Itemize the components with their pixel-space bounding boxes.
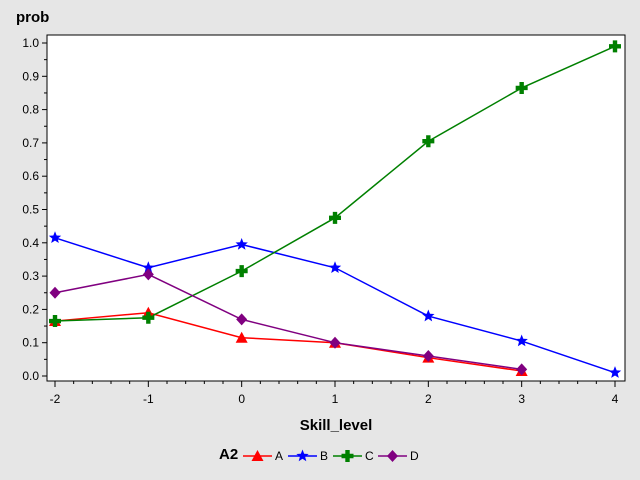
data-point-d (516, 363, 528, 376)
x-tick-label: -1 (143, 392, 154, 406)
y-tick-label: 0.3 (22, 269, 39, 283)
x-axis-title: Skill_level (300, 417, 373, 434)
series-line-a (54, 311, 522, 372)
y-tick-label: 0.6 (22, 169, 39, 183)
legend-label-a: A (275, 449, 283, 463)
data-point-d (142, 268, 154, 281)
x-tick-label: -2 (50, 392, 61, 406)
data-point-d (422, 350, 434, 363)
plot-area (46, 34, 626, 382)
data-point-d (236, 313, 248, 326)
data-point-b (235, 237, 248, 250)
legend-marker-d (387, 450, 398, 462)
legend-label-c: C (365, 449, 374, 463)
y-tick-label: 1.0 (22, 36, 39, 50)
x-tick-label: 0 (238, 392, 245, 406)
data-point-c (609, 40, 621, 53)
data-point-c (422, 135, 435, 148)
legend-label-d: D (410, 449, 419, 463)
series-line-d (54, 273, 522, 371)
data-point-a (235, 331, 248, 343)
x-tick-label: 4 (612, 392, 619, 406)
legend-marker-c (341, 450, 354, 462)
data-point-d (49, 286, 61, 299)
x-axis: -2 -1 0 1 2 3 4 (50, 381, 619, 406)
legend-label-b: B (320, 449, 328, 463)
x-tick-label: 3 (518, 392, 525, 406)
data-point-c (329, 211, 341, 224)
y-axis: 0.0 0.1 0.2 0.3 0.4 0.5 0.6 0.7 0.8 0.9 1.0 (22, 36, 47, 383)
legend-marker-b (296, 449, 309, 462)
x-tick-label: 1 (332, 392, 339, 406)
y-tick-label: 0.9 (22, 69, 39, 83)
data-point-c (235, 265, 248, 278)
y-tick-label: 0.7 (22, 136, 39, 150)
data-point-b (142, 261, 155, 274)
y-axis-title: prob (16, 9, 49, 26)
series-markers (48, 40, 622, 378)
data-point-c (515, 81, 528, 94)
y-tick-label: 0.4 (22, 236, 39, 250)
data-point-c (49, 315, 61, 328)
y-tick-label: 0.1 (22, 336, 39, 350)
legend-marker-a (251, 450, 264, 461)
x-tick-label: 2 (425, 392, 432, 406)
legend: A2 A B C D (219, 446, 419, 463)
data-point-b (48, 231, 62, 244)
y-tick-label: 0.5 (22, 203, 39, 217)
data-point-b (328, 261, 342, 274)
y-tick-label: 0.2 (22, 302, 39, 316)
legend-title: A2 (219, 446, 238, 463)
data-point-b (608, 366, 622, 378)
data-point-c (142, 311, 155, 324)
y-tick-label: 0.0 (22, 369, 39, 383)
data-point-b (515, 334, 528, 347)
y-tick-label: 0.8 (22, 103, 39, 117)
data-point-d (329, 336, 341, 349)
data-point-b (422, 309, 435, 322)
